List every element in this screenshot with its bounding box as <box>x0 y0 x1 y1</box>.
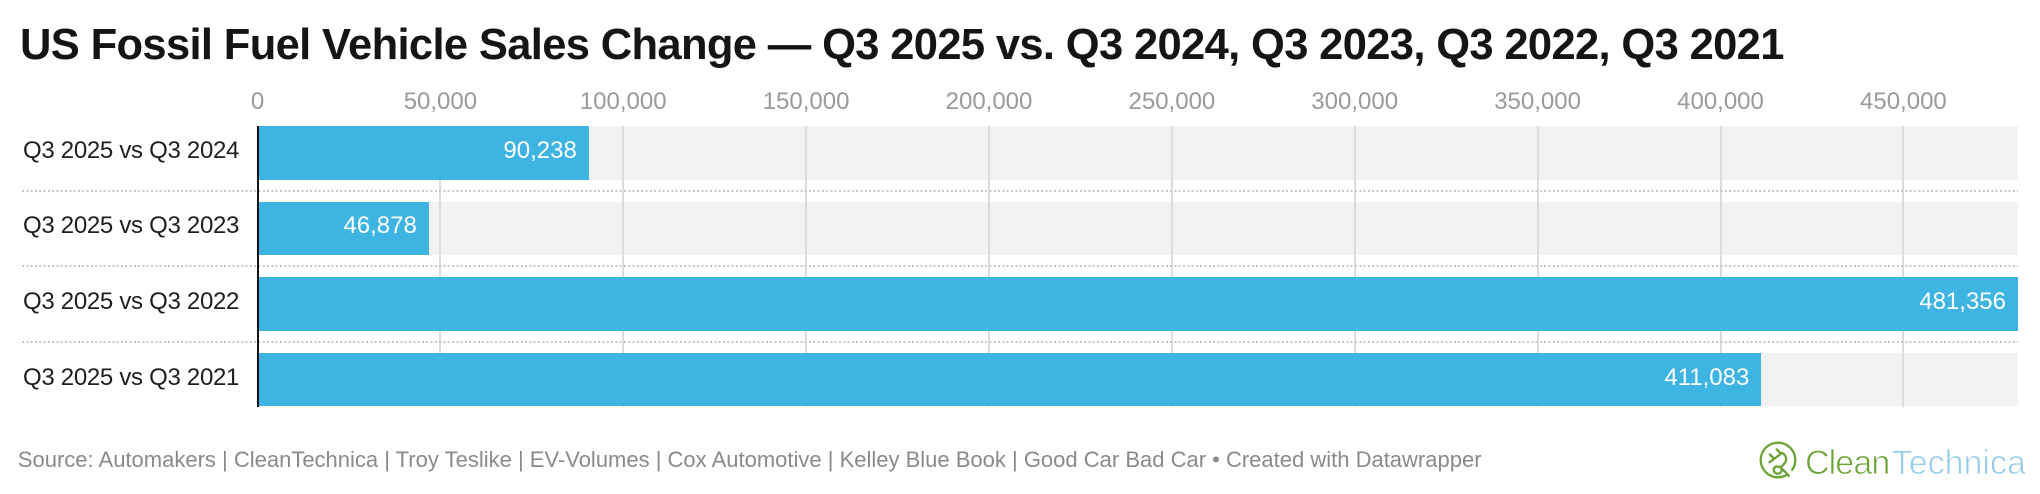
svg-text:Technica: Technica <box>1892 444 2026 482</box>
svg-text:Clean: Clean <box>1805 444 1889 482</box>
